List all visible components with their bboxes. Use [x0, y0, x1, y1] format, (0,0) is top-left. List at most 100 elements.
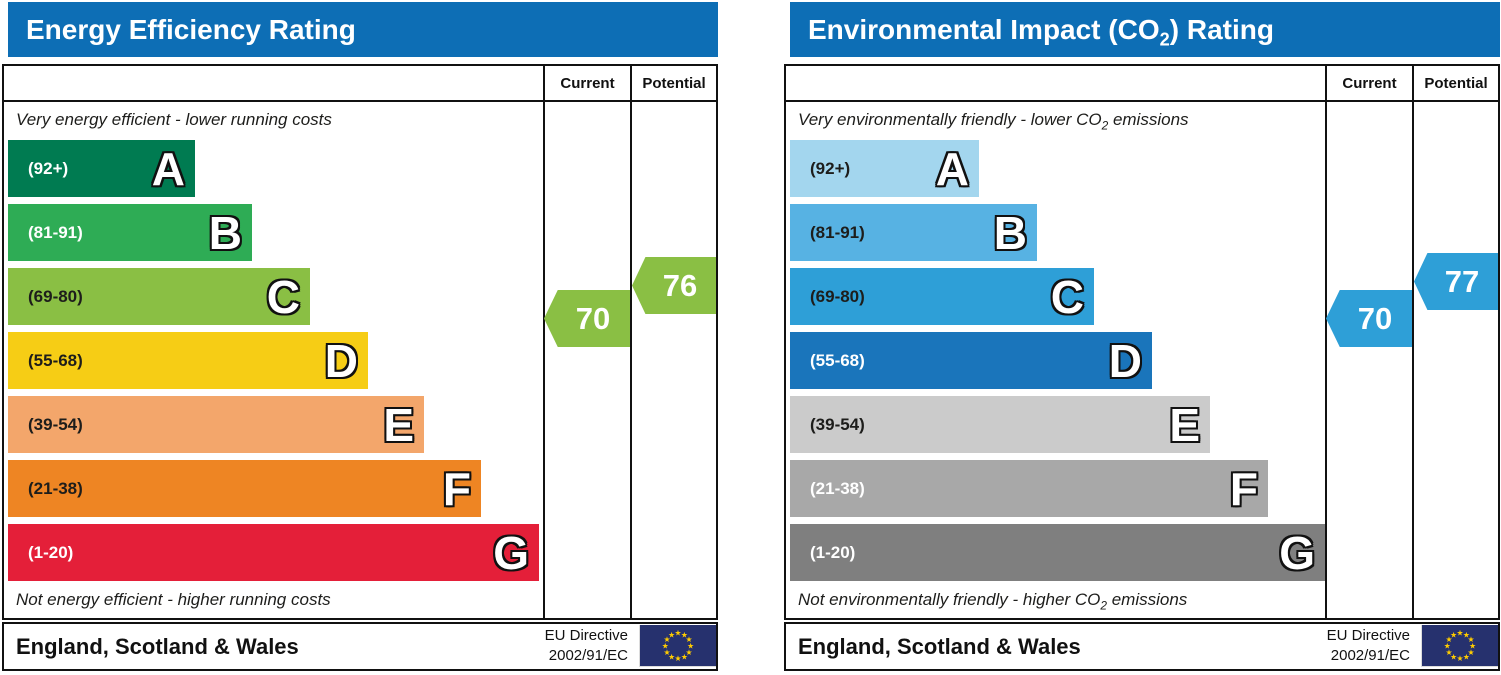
- band-c-range-label: (69-80): [810, 286, 865, 306]
- band-f: (21-38) F: [8, 460, 481, 517]
- bottom-note: Not environmentally friendly - higher CO…: [798, 590, 1187, 612]
- eu-directive-label: EU Directive 2002/91/EC: [545, 626, 628, 666]
- svg-text:★: ★: [675, 654, 682, 663]
- svg-text:★: ★: [1468, 648, 1475, 657]
- current-rating-arrow: 70: [1326, 290, 1412, 347]
- svg-text:★: ★: [1457, 629, 1464, 638]
- band-g: (1-20) G: [8, 524, 539, 581]
- eu-flag-stars: ★ ★★ ★★★ ★★★ ★★★: [662, 629, 694, 663]
- band-d-range-label: (55-68): [810, 350, 865, 370]
- svg-text:★: ★: [663, 648, 670, 657]
- svg-text:★: ★: [1463, 630, 1470, 639]
- band-c-range-label: (69-80): [28, 286, 83, 306]
- svg-text:★: ★: [663, 635, 670, 644]
- region-label: England, Scotland & Wales: [798, 633, 1081, 659]
- svg-text:★: ★: [681, 652, 688, 661]
- band-c-grade-letter: C: [1050, 270, 1084, 323]
- band-g: (1-20) G: [790, 524, 1325, 581]
- band-d: (55-68) D: [8, 332, 368, 389]
- eu-directive-line2: 2002/91/EC: [548, 647, 628, 664]
- potential-column-header: Potential: [642, 74, 706, 92]
- svg-text:★: ★: [1450, 652, 1457, 661]
- svg-text:★: ★: [675, 629, 682, 638]
- header-row-divider: [786, 100, 1498, 102]
- band-c: (69-80) C: [8, 268, 310, 325]
- band-a-range-label: (92+): [810, 158, 851, 178]
- band-b: (81-91) B: [8, 204, 252, 261]
- svg-text:★: ★: [1445, 635, 1452, 644]
- energy-footer: England, Scotland & Wales EU Directive 20…: [2, 622, 718, 671]
- eu-directive-label: EU Directive 2002/91/EC: [1327, 626, 1410, 666]
- top-note-subscript: 2: [1101, 118, 1109, 133]
- band-e: (39-54) E: [790, 396, 1210, 453]
- eu-directive-line2: 2002/91/EC: [1330, 647, 1410, 664]
- band-f-grade-letter: F: [442, 462, 471, 515]
- svg-text:★: ★: [668, 652, 675, 661]
- band-d: (55-68) D: [790, 332, 1152, 389]
- band-g-grade-letter: G: [493, 526, 529, 579]
- region-label: England, Scotland & Wales: [16, 633, 299, 659]
- bottom-note: Not energy efficient - higher running co…: [16, 590, 331, 612]
- energy-efficiency-panel: Energy Efficiency Rating Current Potenti…: [0, 0, 719, 675]
- band-g-range-label: (1-20): [810, 542, 856, 562]
- band-a-grade-letter: A: [151, 142, 185, 195]
- band-a-grade-letter: A: [935, 142, 969, 195]
- current-column-divider: [543, 66, 545, 618]
- band-a: (92+) A: [790, 140, 979, 197]
- top-note-text: Very energy efficient - lower running co…: [16, 110, 332, 129]
- svg-text:★: ★: [1450, 630, 1457, 639]
- band-g-range-label: (1-20): [28, 542, 74, 562]
- potential-rating-value: 76: [662, 267, 698, 303]
- potential-column-divider: [630, 66, 632, 618]
- svg-text:★: ★: [686, 635, 693, 644]
- band-b-range-label: (81-91): [28, 222, 83, 242]
- band-e: (39-54) E: [8, 396, 424, 453]
- band-e-range-label: (39-54): [810, 414, 865, 434]
- top-note-text-post: emissions: [1108, 110, 1189, 129]
- eu-flag-stars: ★ ★★ ★★★ ★★★ ★★★: [1444, 629, 1476, 663]
- title-text: Environmental Impact (CO: [808, 14, 1160, 45]
- band-f-range-label: (21-38): [28, 478, 83, 498]
- band-d-range-label: (55-68): [28, 350, 83, 370]
- current-column-header: Current: [560, 74, 615, 92]
- band-f-range-label: (21-38): [810, 478, 865, 498]
- bottom-note-text: Not energy efficient - higher running co…: [16, 590, 331, 609]
- header-row-divider: [4, 100, 716, 102]
- current-rating-value: 70: [575, 300, 611, 336]
- potential-rating-arrow: 76: [632, 257, 716, 314]
- co2-rating-table: Current Potential Very environmentally f…: [784, 64, 1500, 620]
- svg-text:★: ★: [1445, 648, 1452, 657]
- title-text: Energy Efficiency Rating: [26, 14, 356, 45]
- band-c: (69-80) C: [790, 268, 1094, 325]
- current-rating-value: 70: [1357, 300, 1393, 336]
- energy-panel-title: Energy Efficiency Rating: [8, 2, 718, 57]
- eu-directive-line1: EU Directive: [544, 627, 628, 644]
- band-f: (21-38) F: [790, 460, 1268, 517]
- band-g-grade-letter: G: [1279, 526, 1315, 579]
- svg-text:★: ★: [1468, 635, 1475, 644]
- bottom-note-subscript: 2: [1100, 598, 1107, 613]
- potential-column-divider: [1412, 66, 1414, 618]
- current-rating-arrow: 70: [544, 290, 630, 347]
- band-e-grade-letter: E: [1169, 398, 1200, 451]
- current-column-divider: [1325, 66, 1327, 618]
- svg-text:★: ★: [687, 641, 694, 650]
- environmental-impact-panel: Environmental Impact (CO2) Rating Curren…: [782, 0, 1501, 675]
- svg-text:★: ★: [1444, 641, 1451, 650]
- svg-text:★: ★: [662, 641, 669, 650]
- eu-directive-line1: EU Directive: [1326, 627, 1410, 644]
- band-b-grade-letter: B: [208, 206, 242, 259]
- potential-rating-value: 77: [1444, 263, 1480, 299]
- svg-text:★: ★: [1463, 652, 1470, 661]
- bottom-note-text-post: emissions: [1106, 590, 1188, 609]
- title-subscript: 2: [1159, 29, 1170, 50]
- eu-flag-icon: ★ ★ ★ ★ ★ ★ ★ ★ ★ ★ ★ ★: [639, 625, 716, 667]
- band-e-range-label: (39-54): [28, 414, 83, 434]
- potential-rating-arrow: 77: [1414, 253, 1498, 310]
- co2-panel-title: Environmental Impact (CO2) Rating: [790, 2, 1500, 57]
- current-column-header: Current: [1342, 74, 1397, 92]
- band-d-grade-letter: D: [324, 334, 358, 387]
- top-note: Very environmentally friendly - lower CO…: [798, 110, 1189, 132]
- potential-column-header: Potential: [1424, 74, 1488, 92]
- band-c-grade-letter: C: [266, 270, 300, 323]
